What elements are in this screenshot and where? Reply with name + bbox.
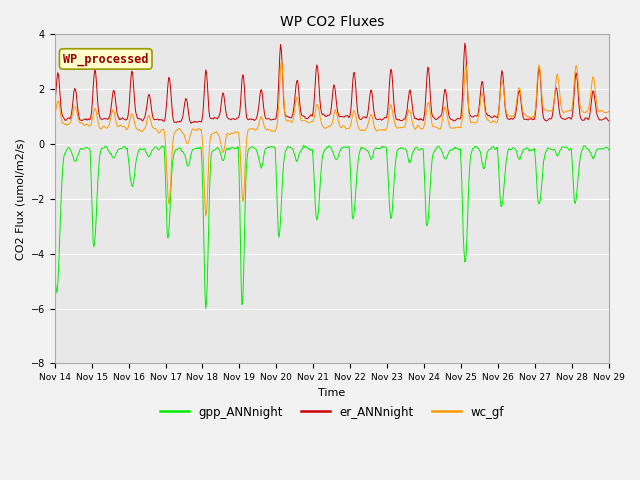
gpp_ANNnight <box>605 147 613 153</box>
er_ANNnight <box>461 40 468 46</box>
X-axis label: Time: Time <box>318 388 346 397</box>
gpp_ANNnight <box>174 146 182 152</box>
er_ANNnight <box>51 99 58 105</box>
Legend: gpp_ANNnight, er_ANNnight, wc_gf: gpp_ANNnight, er_ANNnight, wc_gf <box>155 401 509 423</box>
wc_gf <box>401 124 408 130</box>
Line: gpp_ANNnight: gpp_ANNnight <box>54 145 609 309</box>
er_ANNnight <box>174 119 182 125</box>
gpp_ANNnight <box>204 246 212 252</box>
gpp_ANNnight <box>401 146 408 152</box>
wc_gf <box>61 121 68 127</box>
wc_gf <box>204 174 212 180</box>
er_ANNnight <box>400 116 408 122</box>
er_ANNnight <box>416 116 424 121</box>
gpp_ANNnight <box>202 306 210 312</box>
Title: WP CO2 Fluxes: WP CO2 Fluxes <box>280 15 384 29</box>
Line: wc_gf: wc_gf <box>54 60 609 216</box>
gpp_ANNnight <box>417 146 425 152</box>
Text: WP_processed: WP_processed <box>63 52 148 66</box>
wc_gf <box>417 126 425 132</box>
er_ANNnight <box>61 117 68 123</box>
gpp_ANNnight <box>51 278 58 284</box>
wc_gf <box>202 213 210 219</box>
er_ANNnight <box>204 95 212 100</box>
wc_gf <box>118 123 125 129</box>
er_ANNnight <box>188 120 195 126</box>
wc_gf <box>605 108 613 114</box>
gpp_ANNnight <box>118 145 125 151</box>
wc_gf <box>278 58 285 63</box>
Y-axis label: CO2 Flux (umol/m2/s): CO2 Flux (umol/m2/s) <box>15 138 25 260</box>
er_ANNnight <box>118 116 125 121</box>
gpp_ANNnight <box>61 151 68 156</box>
er_ANNnight <box>605 119 613 124</box>
wc_gf <box>51 110 58 116</box>
Line: er_ANNnight: er_ANNnight <box>54 43 609 123</box>
wc_gf <box>174 126 182 132</box>
gpp_ANNnight <box>300 143 308 148</box>
